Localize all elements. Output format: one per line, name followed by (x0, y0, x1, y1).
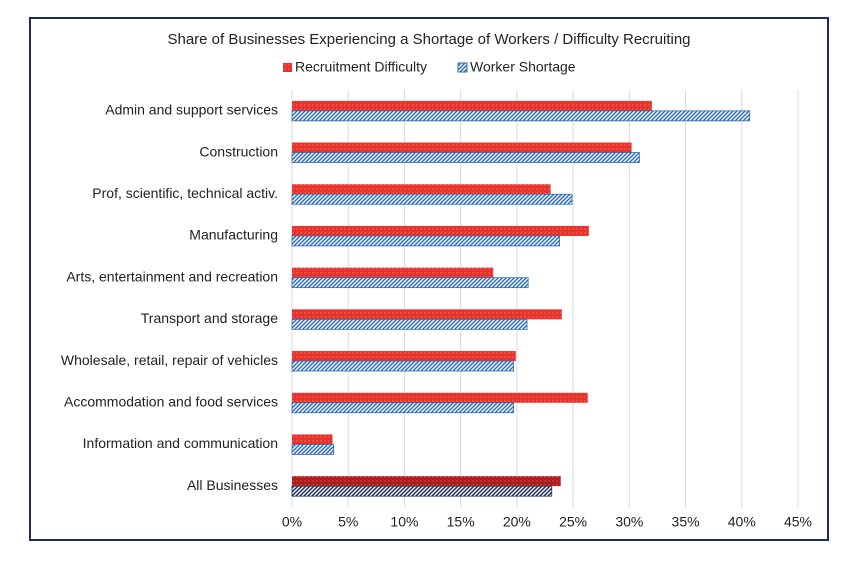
bar (292, 184, 551, 195)
x-tick-label: 10% (390, 514, 418, 530)
y-tick-label: Construction (199, 143, 278, 159)
bar (291, 402, 514, 414)
x-tick-label: 15% (447, 514, 475, 530)
y-tick-label: Admin and support services (105, 102, 278, 118)
bar (291, 193, 573, 205)
y-tick-label: Information and communication (83, 435, 278, 451)
y-tick-label: Arts, entertainment and recreation (66, 268, 278, 284)
y-tick-label: Accommodation and food services (64, 393, 278, 409)
bar (292, 309, 562, 320)
y-tick-label: Wholesale, retail, repair of vehicles (61, 352, 278, 368)
chart-title: Share of Businesses Experiencing a Short… (167, 31, 690, 48)
x-tick-label: 25% (559, 514, 587, 530)
bar (291, 485, 553, 497)
legend-label: Recruitment Difficulty (295, 59, 427, 75)
y-tick-label: Manufacturing (189, 227, 278, 243)
x-tick-label: 5% (338, 514, 358, 530)
y-tick-label: All Businesses (187, 477, 278, 493)
bar (291, 444, 335, 455)
bar (292, 267, 494, 278)
bar (292, 100, 652, 111)
bar (291, 277, 529, 289)
bar (292, 142, 632, 153)
x-tick-label: 20% (503, 514, 531, 530)
x-tick-label: 30% (615, 514, 643, 530)
x-tick-label: 45% (784, 514, 812, 530)
bar (291, 360, 514, 372)
x-tick-label: 0% (282, 514, 302, 530)
bar (292, 476, 561, 487)
bar (292, 351, 516, 362)
legend-swatch (283, 63, 292, 72)
bar (291, 110, 751, 122)
y-tick-label: Prof, scientific, technical activ. (92, 185, 278, 201)
x-tick-label: 35% (672, 514, 700, 530)
bar (292, 434, 333, 445)
bar (291, 318, 528, 330)
bar (292, 225, 589, 236)
bar (291, 235, 561, 247)
legend-swatch (457, 62, 468, 73)
y-tick-label: Transport and storage (141, 310, 278, 326)
legend-label: Worker Shortage (470, 59, 576, 75)
bar (292, 392, 588, 403)
x-tick-label: 40% (728, 514, 756, 530)
bar (291, 152, 640, 163)
